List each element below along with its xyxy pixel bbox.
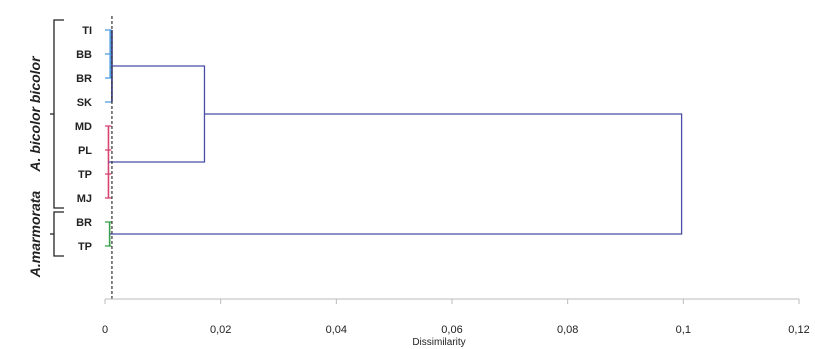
leaf-label: MJ xyxy=(77,193,92,205)
dendrogram-link xyxy=(108,65,206,163)
group-label: A. bicolor bicolor xyxy=(27,55,43,173)
leaf-label: BB xyxy=(76,49,92,61)
x-tick-label: 0 xyxy=(102,324,108,336)
leaf-label: TP xyxy=(78,241,92,253)
leaf-label: MD xyxy=(75,121,92,133)
leaf-label: BR xyxy=(76,73,92,85)
x-tick-label: 0,06 xyxy=(441,324,462,336)
group-label: A.marmorata xyxy=(27,191,43,279)
leaf-label: TP xyxy=(78,169,92,181)
group-brackets: A. bicolor bicolor A.marmorata xyxy=(27,19,64,279)
x-tick-label: 0,08 xyxy=(557,324,578,336)
x-axis-ticks: 0 0,02 0,04 0,06 0,08 0,1 0,12 xyxy=(102,299,810,336)
leaf-label: SK xyxy=(77,97,92,109)
group-bracket xyxy=(53,211,64,257)
dendrogram-link xyxy=(109,113,683,235)
leaf-label: TI xyxy=(82,25,92,37)
x-tick-label: 0,12 xyxy=(788,324,809,336)
leaf-labels: TI BB BR SK MD PL TP MJ BR TP xyxy=(75,25,92,253)
x-axis-title: Dissimilarity xyxy=(412,337,465,348)
leaf-label: BR xyxy=(76,217,92,229)
leaf-lines xyxy=(105,29,112,247)
leaf-label: PL xyxy=(78,145,92,157)
x-tick-label: 0,02 xyxy=(210,324,231,336)
dendrogram-links xyxy=(107,30,683,246)
group-bracket xyxy=(53,19,64,209)
x-tick-label: 0,1 xyxy=(676,324,691,336)
x-tick-label: 0,04 xyxy=(326,324,347,336)
